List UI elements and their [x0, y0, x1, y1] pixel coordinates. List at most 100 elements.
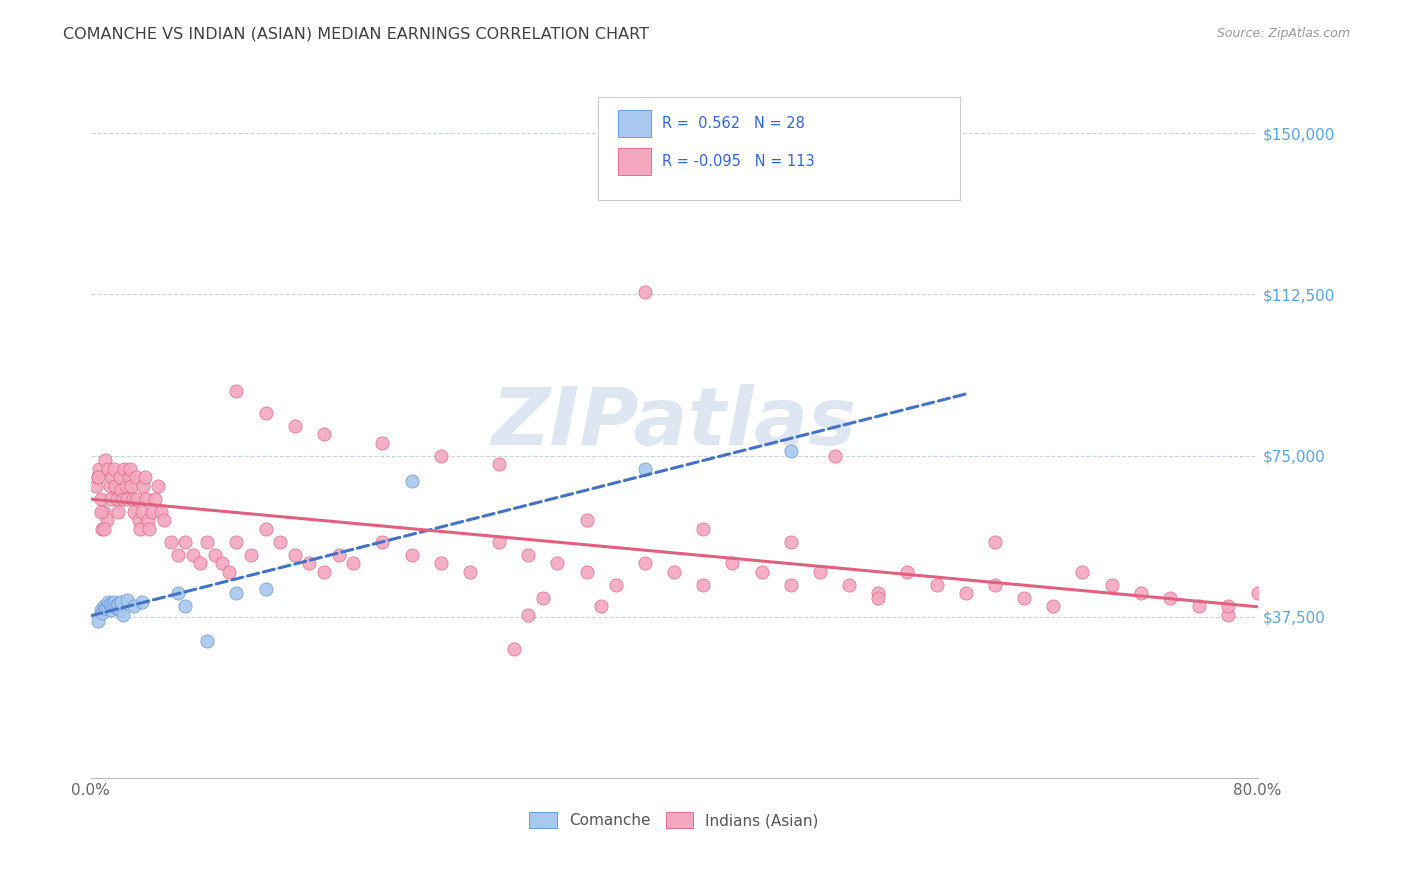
Point: [96, 599, 118, 614]
Point: [429, 556, 451, 570]
FancyBboxPatch shape: [619, 148, 651, 175]
Point: [254, 582, 277, 596]
Point: [298, 556, 321, 570]
Point: [107, 504, 129, 518]
Point: [240, 548, 263, 562]
Point: [146, 479, 169, 493]
Point: [93, 522, 115, 536]
Point: [662, 565, 685, 579]
Point: [254, 522, 277, 536]
Point: [98, 479, 121, 493]
Point: [120, 479, 142, 493]
Point: [97, 595, 120, 609]
Point: [127, 491, 149, 506]
Point: [1246, 586, 1268, 600]
Point: [104, 599, 127, 614]
Point: [110, 595, 132, 609]
Point: [122, 491, 145, 506]
Point: [100, 491, 122, 506]
Point: [89, 461, 111, 475]
Point: [90, 491, 112, 506]
Point: [488, 457, 510, 471]
Point: [1218, 599, 1240, 614]
Point: [138, 522, 160, 536]
Point: [105, 491, 128, 506]
Point: [634, 556, 657, 570]
Point: [111, 491, 134, 506]
Point: [111, 607, 134, 622]
Point: [112, 461, 135, 475]
Point: [868, 591, 890, 605]
Text: Source: ZipAtlas.com: Source: ZipAtlas.com: [1216, 27, 1350, 40]
Point: [896, 565, 918, 579]
Point: [312, 427, 335, 442]
Point: [115, 491, 138, 506]
Point: [692, 577, 714, 591]
Point: [502, 642, 524, 657]
Point: [721, 556, 744, 570]
Legend: Comanche, Indians (Asian): Comanche, Indians (Asian): [523, 805, 825, 834]
Point: [808, 565, 831, 579]
Point: [1218, 607, 1240, 622]
Point: [575, 565, 598, 579]
Point: [488, 534, 510, 549]
FancyBboxPatch shape: [598, 97, 960, 200]
Point: [517, 548, 540, 562]
Point: [779, 534, 801, 549]
Point: [218, 565, 240, 579]
Point: [96, 513, 118, 527]
Text: R = -0.095   N = 113: R = -0.095 N = 113: [662, 154, 815, 169]
Point: [86, 479, 108, 493]
Point: [103, 595, 125, 609]
Point: [779, 444, 801, 458]
Point: [100, 603, 122, 617]
Point: [1012, 591, 1035, 605]
Text: R =  0.562   N = 28: R = 0.562 N = 28: [662, 116, 806, 131]
Point: [1101, 577, 1123, 591]
Point: [98, 597, 121, 611]
Point: [269, 534, 291, 549]
Point: [87, 470, 110, 484]
Point: [117, 470, 139, 484]
Point: [605, 577, 627, 591]
Point: [984, 534, 1007, 549]
Point: [429, 449, 451, 463]
Point: [124, 504, 146, 518]
Point: [401, 475, 423, 489]
Point: [188, 556, 211, 570]
Point: [174, 599, 197, 614]
Point: [1188, 599, 1211, 614]
Point: [149, 504, 172, 518]
Point: [575, 513, 598, 527]
Point: [181, 548, 204, 562]
Point: [868, 586, 890, 600]
Point: [131, 595, 153, 609]
Point: [779, 577, 801, 591]
Point: [108, 470, 131, 484]
Point: [132, 479, 155, 493]
Point: [824, 449, 846, 463]
Point: [101, 470, 124, 484]
FancyBboxPatch shape: [619, 111, 651, 137]
Point: [312, 565, 335, 579]
Point: [125, 470, 148, 484]
Point: [94, 453, 117, 467]
Point: [91, 606, 114, 620]
Point: [1159, 591, 1181, 605]
Point: [174, 534, 197, 549]
Point: [284, 418, 307, 433]
Point: [838, 577, 860, 591]
Point: [458, 565, 481, 579]
Point: [1042, 599, 1064, 614]
Point: [167, 548, 190, 562]
Text: COMANCHE VS INDIAN (ASIAN) MEDIAN EARNINGS CORRELATION CHART: COMANCHE VS INDIAN (ASIAN) MEDIAN EARNIN…: [63, 27, 650, 42]
Point: [87, 614, 110, 628]
Point: [108, 603, 131, 617]
Point: [517, 607, 540, 622]
Point: [124, 599, 146, 614]
Point: [254, 406, 277, 420]
Point: [328, 548, 350, 562]
Point: [94, 601, 117, 615]
Point: [1129, 586, 1152, 600]
Point: [195, 633, 218, 648]
